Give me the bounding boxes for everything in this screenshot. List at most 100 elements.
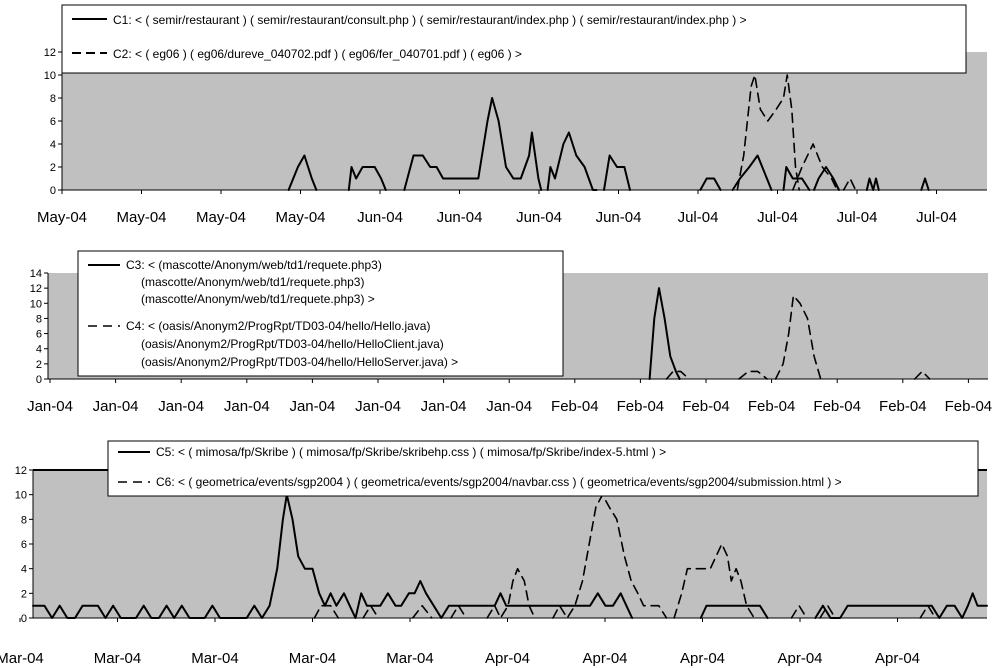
series-line-c1 <box>865 177 880 191</box>
x-tick-label: Jul-04 <box>916 209 957 226</box>
x-tick-label: May-04 <box>116 209 166 226</box>
y-tick-label: 8 <box>21 514 27 526</box>
chart-2-legend: C3: < (mascotte/Anonym/web/td1/requete.p… <box>77 250 564 377</box>
x-tick-label: Jan-04 <box>224 398 270 415</box>
x-tick-label: Jun-04 <box>516 209 562 226</box>
series-line-c6 <box>450 604 467 619</box>
x-tick-label: Feb-04 <box>617 398 665 415</box>
series-line-c1 <box>699 177 722 191</box>
x-tick-label: Apr-04 <box>875 650 920 667</box>
y-tick-label: 12 <box>44 47 56 59</box>
x-tick-label: Jan-04 <box>421 398 467 415</box>
x-tick-label: Feb-04 <box>551 398 599 415</box>
x-tick-label: Feb-04 <box>813 398 861 415</box>
series-line-c1 <box>782 166 811 191</box>
chart-2-legend-c3-line3: (mascotte/Anonym/web/td1/requete.php3) > <box>141 292 375 306</box>
series-line-c4 <box>665 370 690 380</box>
series-line-c6 <box>362 604 380 619</box>
series-line-c2 <box>736 74 801 191</box>
chart-2-legend-c4-line3: (oasis/Anonym2/ProgRpt/TD03-04/hello/Hel… <box>141 355 458 369</box>
y-tick-label: 6 <box>36 329 42 341</box>
chart-2-legend-c3-line2: (mascotte/Anonym/web/td1/requete.php3) <box>141 275 364 289</box>
series-line-c6 <box>819 604 837 619</box>
chart-2-x-ticks: Jan-04 Jan-04 Jan-04 Jan-04 Jan-04 Jan-04 Jan-… <box>27 379 992 415</box>
chart-2-legend-c3-line1: C3: < (mascotte/Anonym/web/td1/requete.p… <box>126 258 382 272</box>
x-tick-label: Apr-04 <box>485 650 530 667</box>
chart-1-legend: C1: < ( semir/restaurant ) ( semir/resta… <box>61 4 967 74</box>
series-line-c1 <box>347 166 387 191</box>
x-tick-label: May-04 <box>37 209 87 226</box>
x-tick-label: Jul-04 <box>757 209 798 226</box>
chart-1-series <box>287 74 930 191</box>
y-tick-label: 2 <box>21 588 27 600</box>
x-tick-label: Mar-04 <box>191 650 239 667</box>
series-line-c4 <box>774 294 822 380</box>
y-tick-label: 0 <box>36 374 42 386</box>
x-tick-label: Jan-04 <box>289 398 335 415</box>
y-tick-label: 10 <box>44 70 56 82</box>
chart-1-legend-c2: C2: < ( eg06 ) ( eg06/dureve_040702.pdf … <box>113 47 522 61</box>
series-line-c4 <box>738 370 768 380</box>
chart-3-legend-c6: C6: < ( geometrica/events/sgp2004 ) ( ge… <box>156 475 842 489</box>
y-tick-label: 8 <box>36 313 42 325</box>
x-tick-label: Jun-04 <box>596 209 642 226</box>
y-tick-label: 6 <box>50 116 56 128</box>
series-line-c6 <box>552 493 668 619</box>
series-line-c6 <box>313 604 340 619</box>
y-tick-label: 4 <box>21 564 27 576</box>
x-tick-label: Jan-04 <box>158 398 204 415</box>
chart-2-legend-box <box>77 250 564 377</box>
x-tick-label: Jan-04 <box>27 398 73 415</box>
chart-1-legend-box <box>61 4 967 74</box>
chart-2-legend-c4-line1: C4: < (oasis/Anonym2/ProgRpt/TD03-04/hel… <box>126 319 430 333</box>
x-tick-label: Jan-04 <box>93 398 139 415</box>
x-tick-label: Mar-04 <box>386 650 434 667</box>
y-tick-label: 2 <box>50 162 56 174</box>
y-tick-label: 4 <box>50 139 56 151</box>
series-line-c5 <box>32 493 634 619</box>
series-line-c1 <box>603 154 631 191</box>
x-tick-label: Jul-04 <box>837 209 878 226</box>
series-line-c6 <box>411 604 433 619</box>
x-tick-label: Mar-04 <box>0 650 44 667</box>
x-tick-label: Apr-04 <box>777 650 822 667</box>
chart-3-y-ticks: 0 2 4 6 8 10 12 <box>15 465 33 625</box>
series-line-c6 <box>486 567 536 619</box>
x-tick-label: Jun-04 <box>357 209 403 226</box>
chart-3-x-ticks: Mar-04 Mar-04 Mar-04 Mar-04 Mar-04 Apr-04 Apr-… <box>0 618 920 667</box>
y-tick-label: 0 <box>50 185 56 197</box>
y-tick-label: 10 <box>30 298 42 310</box>
chart-2-legend-c4-line2: (oasis/Anonym2/ProgRpt/TD03-04/hello/Hel… <box>141 337 444 351</box>
chart-1-x-ticks: May-04 May-04 May-04 May-04 Jun-04 Jun-04 Jun-… <box>37 190 957 226</box>
x-tick-label: May-04 <box>275 209 325 226</box>
series-line-c1 <box>287 154 318 191</box>
chart-3-legend-box <box>107 440 979 497</box>
x-tick-label: Feb-04 <box>748 398 796 415</box>
chart-2-y-ticks: 0 2 4 6 8 10 12 14 <box>30 268 48 386</box>
x-tick-label: Mar-04 <box>289 650 337 667</box>
chart-3-legend: C5: < ( mimosa/fp/Skribe ) ( mimosa/fp/S… <box>107 440 979 497</box>
series-line-c1 <box>813 166 840 191</box>
y-tick-label: 0 <box>21 613 27 625</box>
x-tick-label: May-04 <box>196 209 246 226</box>
chart-1-legend-c1: C1: < ( semir/restaurant ) ( semir/resta… <box>113 13 747 27</box>
series-line-c1 <box>403 97 543 191</box>
y-tick-label: 10 <box>15 490 27 502</box>
y-tick-label: 6 <box>21 539 27 551</box>
x-tick-label: Mar-04 <box>94 650 142 667</box>
series-line-c3 <box>648 287 681 380</box>
x-tick-label: Jan-04 <box>486 398 532 415</box>
x-tick-label: Apr-04 <box>680 650 725 667</box>
series-line-c2 <box>791 143 838 191</box>
series-line-c1 <box>546 131 598 191</box>
series-line-c5 <box>699 604 769 619</box>
chart-1-y-ticks: 0 2 4 6 8 10 12 <box>44 47 62 197</box>
x-tick-label: Jan-04 <box>355 398 401 415</box>
y-tick-label: 12 <box>15 465 27 477</box>
x-tick-label: Feb-04 <box>945 398 993 415</box>
y-tick-label: 2 <box>36 359 42 371</box>
x-tick-label: Jun-04 <box>437 209 483 226</box>
y-tick-label: 8 <box>50 93 56 105</box>
